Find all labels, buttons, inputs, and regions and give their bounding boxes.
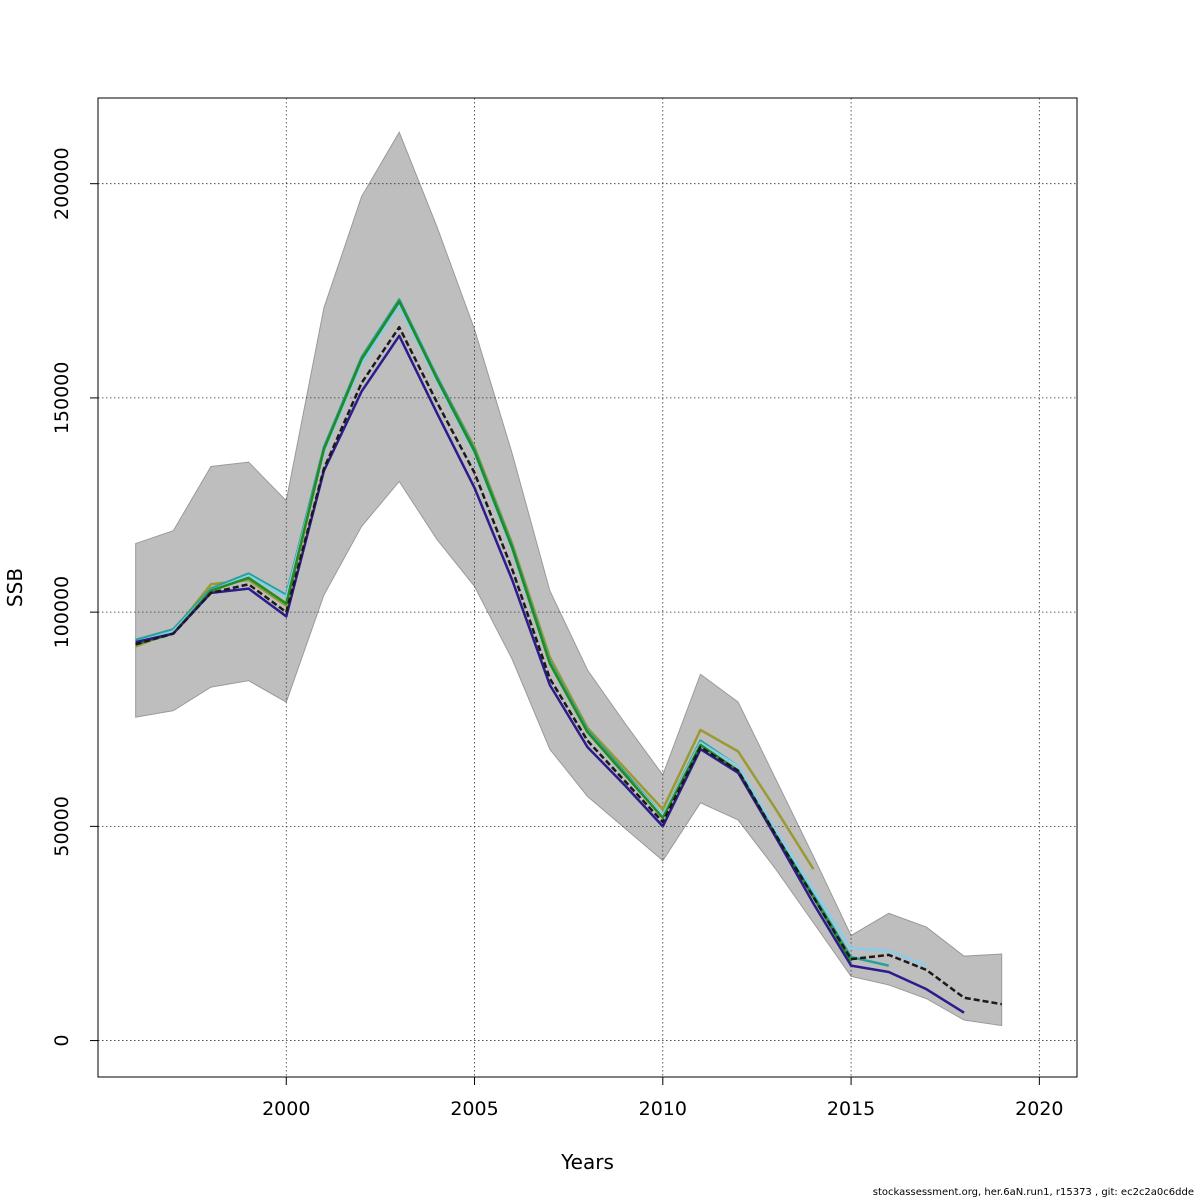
y-tick-label-200000: 200000 [51,147,73,220]
x-tick-label-2005: 2005 [450,1098,498,1120]
y-axis-title: SSB [3,568,27,607]
x-axis-title: Years [560,1150,614,1174]
series-layer [135,298,1002,1014]
y-axis: 0 50000 100000 150000 200000 [51,147,98,1047]
y-tick-label-0: 0 [51,1035,73,1047]
y-tick-label-50000: 50000 [51,796,73,856]
x-tick-label-2015: 2015 [827,1098,875,1120]
plot-frame [97,97,1078,1078]
x-axis: 2000 2005 2010 2015 2020 [262,1077,1064,1120]
grid-layer [98,98,1077,1077]
series-line-6 [135,325,1002,1006]
series-line-5 [135,334,965,1014]
confidence-band [135,131,1003,1027]
x-tick-label-2020: 2020 [1015,1098,1063,1120]
y-tick-label-150000: 150000 [51,362,73,435]
x-tick-label-2010: 2010 [639,1098,687,1120]
confidence-band-layer [135,131,1003,1027]
x-tick-label-2000: 2000 [262,1098,310,1120]
y-tick-label-100000: 100000 [51,576,73,649]
footer-credit: stockassessment.org, her.6aN.run1, r1537… [872,1187,1194,1198]
series-line-4 [135,300,853,962]
